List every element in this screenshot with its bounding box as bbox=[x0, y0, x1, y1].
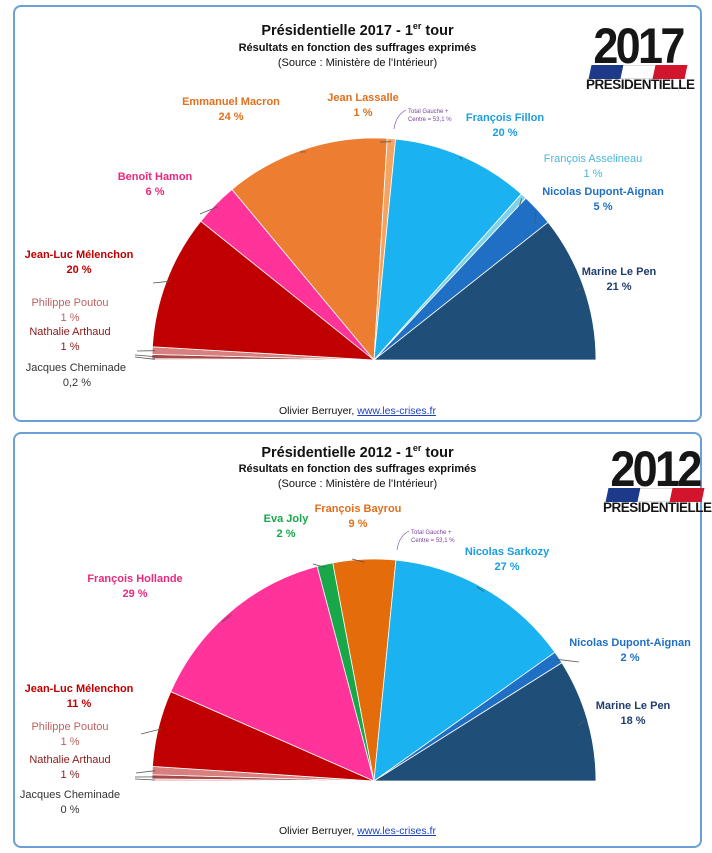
note-pointer bbox=[396, 530, 410, 551]
logo-year: 2017 bbox=[593, 18, 685, 74]
leader-line-nicolas-sarkozy bbox=[476, 586, 485, 592]
chart-subtitle-2012: Résultats en fonction des suffrages expr… bbox=[238, 463, 477, 475]
slice-value-jean-luc-melenchon: 20 % bbox=[66, 264, 91, 276]
slice-name-jacques-cheminade: Jacques Cheminade bbox=[20, 789, 120, 801]
slice-value-nathalie-arthaud: 1 % bbox=[61, 769, 80, 781]
les-crises-link[interactable]: www.les-crises.fr bbox=[357, 405, 436, 417]
half-donut-chart-2017: Jacques Cheminade 0,2 % Nathalie Arthaud 1 … bbox=[25, 92, 664, 389]
slice-name-nicolas-sarkozy: Nicolas Sarkozy bbox=[465, 546, 550, 558]
slice-name-emmanuel-macron: Emmanuel Macron bbox=[182, 96, 280, 108]
slice-value-marine-le-pen: 18 % bbox=[620, 715, 645, 727]
leader-line-francois-bayrou bbox=[351, 558, 365, 563]
slice-value-philippe-poutou: 1 % bbox=[61, 312, 80, 324]
slice-name-benoit-hamon: Benoît Hamon bbox=[118, 171, 193, 183]
logo-text: PRESIDENTIELLE bbox=[586, 77, 695, 92]
slice-value-eva-joly: 2 % bbox=[277, 528, 296, 540]
leader-line-jean-luc-melenchon bbox=[140, 728, 162, 735]
slice-marine-le-pen bbox=[372, 221, 597, 361]
slice-value-benoit-hamon: 6 % bbox=[146, 186, 165, 198]
slice-name-philippe-poutou: Philippe Poutou bbox=[31, 721, 108, 733]
slice-value-philippe-poutou: 1 % bbox=[61, 736, 80, 748]
slice-name-francois-bayrou: François Bayrou bbox=[315, 503, 402, 515]
slice-value-nathalie-arthaud: 1 % bbox=[61, 341, 80, 353]
slices bbox=[151, 558, 597, 782]
slice-name-marine-le-pen: Marine Le Pen bbox=[582, 266, 657, 278]
slice-value-marine-le-pen: 21 % bbox=[606, 281, 631, 293]
slice-value-nicolas-sarkozy: 27 % bbox=[494, 561, 519, 573]
slice-value-nicolas-dupont-aignan: 2 % bbox=[621, 652, 640, 664]
slice-value-jean-lassalle: 1 % bbox=[354, 107, 373, 119]
chart-title-2012: Présidentielle 2012 - 1er tour bbox=[261, 443, 454, 461]
leader-line-jacques-cheminade bbox=[134, 778, 156, 781]
slice-name-jean-luc-melenchon: Jean-Luc Mélenchon bbox=[25, 249, 134, 261]
leader-line-philippe-poutou bbox=[135, 770, 156, 774]
leader-line-francois-asselineau bbox=[518, 198, 522, 209]
slice-name-jacques-cheminade: Jacques Cheminade bbox=[26, 362, 126, 374]
leader-line-marine-le-pen bbox=[577, 720, 585, 727]
leader-line-jean-luc-melenchon bbox=[152, 280, 170, 284]
slice-labels: Jacques Cheminade 0 % Nathalie Arthaud 1 % P… bbox=[20, 503, 691, 816]
slice-name-francois-hollande: François Hollande bbox=[87, 573, 182, 585]
logo-year: 2012 bbox=[610, 441, 702, 497]
slice-name-jean-lassalle: Jean Lassalle bbox=[327, 92, 399, 104]
logo-2017: 2017 PRESIDENTIELLE bbox=[586, 18, 695, 97]
half-donut-chart-2012: Jacques Cheminade 0 % Nathalie Arthaud 1 % P… bbox=[20, 503, 691, 816]
leader-line-marine-le-pen bbox=[574, 287, 582, 293]
slice-jean-luc-melenchon bbox=[151, 220, 376, 361]
chart-credit-2012: Olivier Berruyer, www.les-crises.fr bbox=[279, 825, 436, 837]
chart-panel-2017: Jacques Cheminade 0,2 % Nathalie Arthaud 1 … bbox=[13, 5, 702, 422]
slice-francois-fillon bbox=[373, 138, 522, 362]
slice-value-francois-asselineau: 1 % bbox=[584, 168, 603, 180]
logo-text: PRESIDENTIELLE bbox=[603, 500, 712, 515]
total-gauche-centre-note: Total Gauche + Centre = 53,1 % bbox=[408, 109, 452, 123]
slice-name-eva-joly: Eva Joly bbox=[264, 513, 310, 525]
slice-name-nicolas-dupont-aignan: Nicolas Dupont-Aignan bbox=[569, 637, 691, 649]
leader-line-eva-joly bbox=[312, 563, 326, 568]
slice-name-francois-fillon: François Fillon bbox=[466, 112, 545, 124]
chart-title-2017: Présidentielle 2017 - 1er tour bbox=[261, 21, 454, 39]
slice-value-francois-fillon: 20 % bbox=[492, 127, 517, 139]
slice-value-francois-bayrou: 9 % bbox=[349, 518, 368, 530]
slice-value-jacques-cheminade: 0,2 % bbox=[63, 377, 91, 389]
leader-line-francois-fillon bbox=[459, 156, 462, 160]
leader-line-benoit-hamon bbox=[199, 206, 218, 215]
slice-emmanuel-macron bbox=[231, 137, 388, 362]
slice-name-nicolas-dupont-aignan: Nicolas Dupont-Aignan bbox=[542, 186, 664, 198]
slice-name-francois-asselineau: François Asselineau bbox=[544, 153, 642, 165]
slice-labels: Jacques Cheminade 0,2 % Nathalie Arthaud 1 … bbox=[25, 92, 664, 389]
slice-value-jean-luc-melenchon: 11 % bbox=[67, 698, 92, 710]
leader-line-francois-hollande bbox=[221, 614, 232, 623]
les-crises-link[interactable]: www.les-crises.fr bbox=[357, 825, 436, 837]
slice-francois-hollande bbox=[170, 565, 375, 782]
slice-name-philippe-poutou: Philippe Poutou bbox=[31, 297, 108, 309]
note-pointer bbox=[393, 109, 407, 130]
slice-name-jean-luc-melenchon: Jean-Luc Mélenchon bbox=[25, 683, 134, 695]
chart-subtitle-2017: Résultats en fonction des suffrages expr… bbox=[238, 42, 477, 54]
slice-name-marine-le-pen: Marine Le Pen bbox=[596, 700, 671, 712]
slice-value-francois-hollande: 29 % bbox=[122, 588, 147, 600]
chart-source-2012: (Source : Ministère de l'Intérieur) bbox=[277, 478, 438, 490]
slice-value-nicolas-dupont-aignan: 5 % bbox=[594, 201, 613, 213]
leader-line-nathalie-arthaud bbox=[134, 354, 156, 357]
chart-panel-2012: Jacques Cheminade 0 % Nathalie Arthaud 1 % P… bbox=[13, 432, 712, 848]
slice-name-nathalie-arthaud: Nathalie Arthaud bbox=[29, 754, 110, 766]
logo-2012: 2012 PRESIDENTIELLE bbox=[603, 441, 712, 520]
slice-nicolas-sarkozy bbox=[373, 559, 556, 782]
leader-line-jacques-cheminade bbox=[134, 356, 156, 360]
slice-value-emmanuel-macron: 24 % bbox=[218, 111, 243, 123]
slice-value-jacques-cheminade: 0 % bbox=[61, 804, 80, 816]
slices bbox=[151, 137, 597, 362]
chart-credit-2017: Olivier Berruyer, www.les-crises.fr bbox=[279, 405, 436, 417]
total-gauche-centre-note: Total Gauche + Centre = 53,1 % bbox=[411, 530, 455, 544]
slice-marine-le-pen bbox=[372, 662, 597, 782]
slice-name-nathalie-arthaud: Nathalie Arthaud bbox=[29, 326, 110, 338]
leader-line-nicolas-dupont-aignan bbox=[555, 658, 580, 663]
chart-source-2017: (Source : Ministère de l'Intérieur) bbox=[277, 57, 438, 69]
